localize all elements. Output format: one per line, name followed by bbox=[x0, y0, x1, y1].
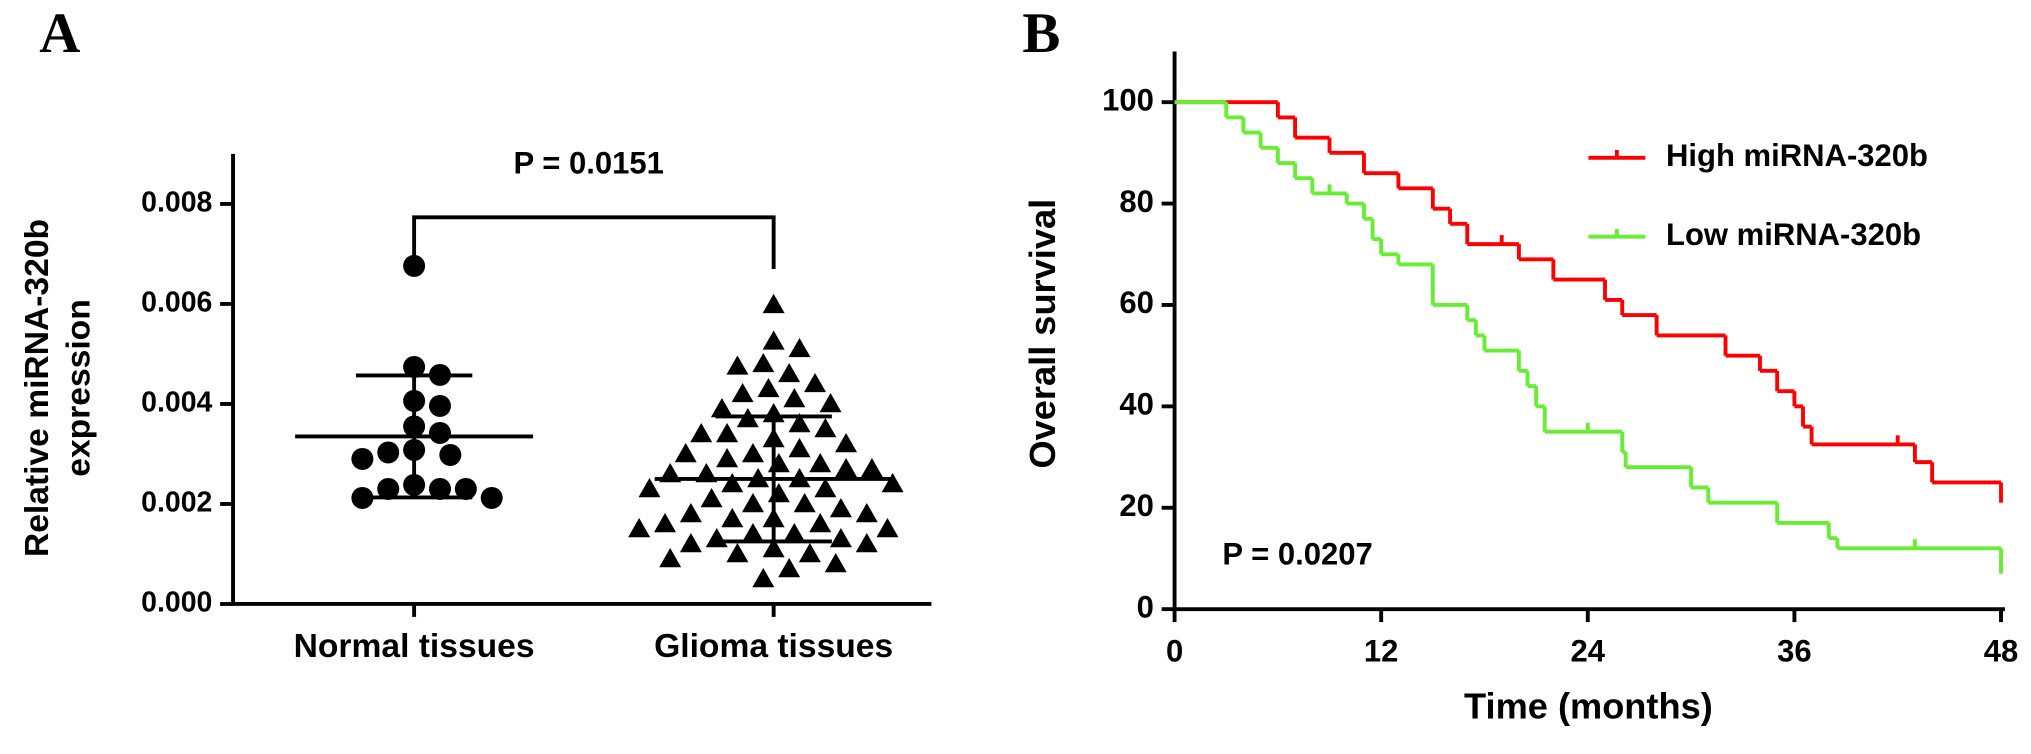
x-tick-label: 48 bbox=[1984, 633, 2019, 668]
data-point bbox=[793, 492, 816, 513]
y-axis-label: expression bbox=[60, 299, 97, 476]
data-point bbox=[700, 487, 723, 508]
y-tick-label: 0.002 bbox=[141, 486, 212, 518]
data-point bbox=[721, 472, 744, 493]
data-point bbox=[721, 507, 744, 528]
y-tick-label: 0 bbox=[1137, 589, 1154, 624]
data-point bbox=[628, 517, 651, 538]
data-point bbox=[860, 457, 883, 478]
data-point bbox=[767, 452, 790, 473]
data-point bbox=[855, 532, 878, 553]
data-point bbox=[788, 437, 811, 458]
data-point bbox=[710, 397, 733, 418]
data-point bbox=[638, 477, 661, 498]
data-point bbox=[741, 442, 764, 463]
data-point bbox=[762, 293, 785, 314]
data-point bbox=[762, 537, 785, 558]
y-axis-label: Relative miRNA-320b bbox=[19, 219, 56, 557]
data-point bbox=[819, 392, 842, 413]
significance-bracket bbox=[412, 215, 776, 270]
data-point bbox=[403, 254, 426, 277]
x-tick-label: 24 bbox=[1571, 633, 1606, 668]
data-point bbox=[788, 412, 811, 433]
data-point bbox=[829, 497, 852, 518]
data-point bbox=[809, 452, 832, 473]
x-tick-label: Normal tissues bbox=[294, 628, 535, 665]
data-point bbox=[726, 542, 749, 563]
legend-label: High miRNA-320b bbox=[1666, 138, 1928, 173]
data-point bbox=[679, 502, 702, 523]
data-point bbox=[783, 522, 806, 543]
data-point bbox=[752, 352, 775, 373]
data-point bbox=[428, 477, 451, 500]
x-tick-label: Glioma tissues bbox=[654, 628, 893, 665]
data-point bbox=[428, 394, 451, 417]
x-axis-label: Time (months) bbox=[1464, 685, 1713, 726]
data-point bbox=[690, 422, 713, 443]
data-point bbox=[705, 527, 728, 548]
y-tick-label: 60 bbox=[1119, 285, 1154, 320]
y-tick-label: 40 bbox=[1119, 387, 1154, 422]
legend-label: Low miRNA-320b bbox=[1666, 217, 1921, 252]
data-point bbox=[454, 477, 477, 500]
data-point bbox=[778, 557, 801, 578]
data-point bbox=[876, 517, 899, 538]
y-tick-label: 80 bbox=[1119, 184, 1154, 219]
annotation: P = 0.0207 bbox=[1222, 536, 1372, 571]
data-point bbox=[716, 422, 739, 443]
data-point bbox=[439, 443, 462, 466]
data-point bbox=[788, 337, 811, 358]
data-point bbox=[835, 457, 858, 478]
y-tick-label: 0.004 bbox=[141, 386, 212, 418]
data-point bbox=[855, 502, 878, 523]
data-point bbox=[798, 542, 821, 563]
data-point bbox=[762, 330, 785, 350]
data-point bbox=[403, 355, 426, 378]
panel-label: A bbox=[39, 2, 80, 65]
data-point bbox=[679, 532, 702, 553]
data-point bbox=[428, 421, 451, 444]
data-point bbox=[716, 447, 739, 468]
data-point bbox=[757, 377, 780, 398]
data-point bbox=[726, 355, 749, 375]
data-point bbox=[752, 567, 775, 588]
data-point bbox=[804, 372, 827, 393]
y-tick-label: 100 bbox=[1102, 82, 1154, 117]
y-tick-label: 0.006 bbox=[141, 286, 212, 318]
data-point bbox=[783, 387, 806, 408]
data-point bbox=[824, 552, 847, 573]
data-point bbox=[351, 447, 374, 470]
y-tick-label: 20 bbox=[1119, 488, 1154, 523]
annotation: P = 0.0151 bbox=[514, 146, 664, 181]
data-point bbox=[809, 512, 832, 533]
panel-label: B bbox=[1022, 2, 1060, 65]
data-point bbox=[881, 472, 904, 493]
y-tick-label: 0.000 bbox=[141, 586, 212, 618]
data-point bbox=[659, 547, 682, 568]
data-point bbox=[377, 441, 400, 464]
data-point bbox=[731, 382, 754, 403]
y-tick-label: 0.008 bbox=[141, 186, 212, 218]
data-point bbox=[767, 482, 790, 503]
data-point bbox=[654, 512, 677, 533]
data-point bbox=[835, 432, 858, 453]
data-point bbox=[778, 362, 801, 383]
data-point bbox=[741, 492, 764, 513]
x-tick-label: 0 bbox=[1166, 633, 1183, 668]
data-point bbox=[829, 527, 852, 548]
data-point bbox=[741, 522, 764, 543]
x-tick-label: 12 bbox=[1364, 633, 1399, 668]
data-point bbox=[814, 417, 837, 438]
data-point bbox=[480, 486, 503, 509]
data-point bbox=[814, 477, 837, 498]
y-axis-label: Overall survival bbox=[1022, 199, 1063, 469]
x-tick-label: 36 bbox=[1777, 633, 1812, 668]
data-point bbox=[377, 477, 400, 500]
data-point bbox=[674, 442, 697, 463]
